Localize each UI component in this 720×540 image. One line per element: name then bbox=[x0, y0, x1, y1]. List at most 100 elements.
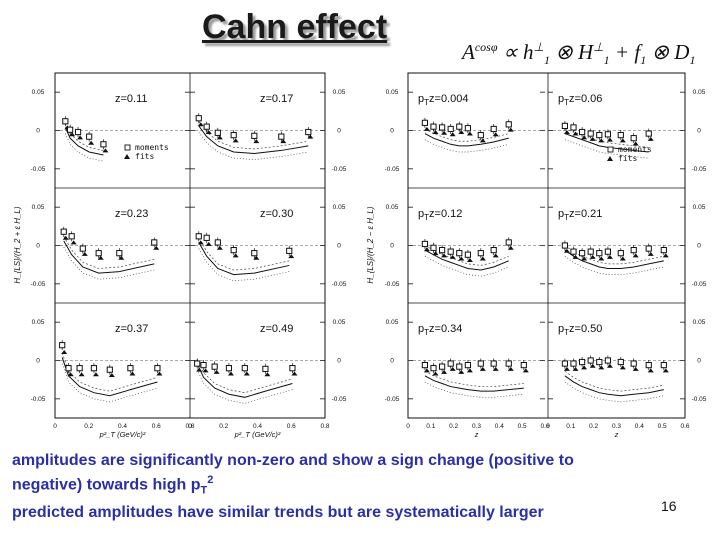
moment-point-1-1-2 bbox=[579, 128, 586, 136]
panel-label-sub-1-1: T bbox=[564, 98, 569, 107]
y-tick-label-r-1-3-0: 0.05 bbox=[693, 204, 706, 211]
y-tick-label-r-0-3-2: -0.05 bbox=[332, 281, 347, 288]
x-tick-label-1-0-0: 0 bbox=[406, 423, 410, 430]
legend-marker-0-0 bbox=[124, 144, 131, 151]
y-tick-label-0-0-1: 0 bbox=[36, 128, 40, 135]
y-tick-label-r-0-5-1: 0 bbox=[337, 358, 341, 365]
fit-point-0-2-5 bbox=[153, 245, 160, 250]
moment-point-0-2-2 bbox=[79, 245, 86, 252]
fit-point-1-3-5 bbox=[606, 254, 613, 259]
fit-point-1-4-4 bbox=[458, 369, 465, 374]
fit-point-0-4-6 bbox=[156, 371, 163, 376]
fit-point-0-4-0 bbox=[61, 350, 68, 354]
fit-point-0-2-1 bbox=[70, 240, 77, 245]
model-curve-1-5 bbox=[564, 375, 664, 397]
x-tick-label-1-0-4: 0.4 bbox=[495, 423, 504, 430]
moment-point-1-5-8 bbox=[645, 362, 652, 369]
moment-point-1-2-7 bbox=[490, 247, 497, 254]
y-tick-label-r-1-3-1: 0 bbox=[697, 243, 701, 250]
fit-point-1-0-6 bbox=[479, 138, 486, 143]
formula-otimes-2: ⊗ bbox=[646, 40, 675, 64]
panel-label-main-1-3: p bbox=[558, 208, 564, 220]
model-band-lower-1-0 bbox=[424, 139, 509, 153]
panel-label-1-0: pTz=0.004 bbox=[418, 93, 468, 107]
moment-point-1-0-6 bbox=[477, 132, 484, 139]
formula-D-sub: 1 bbox=[689, 53, 696, 68]
fit-point-1-0-8 bbox=[507, 127, 514, 132]
model-curve-1-0 bbox=[424, 133, 509, 147]
y-tick-label-r-0-3-1: 0 bbox=[337, 243, 341, 250]
x-tick-label-1-1-3: 0.3 bbox=[612, 423, 621, 430]
conclusion-line-2-sup: 2 bbox=[207, 474, 214, 486]
fit-point-1-5-1 bbox=[572, 366, 579, 371]
moment-point-1-3-8 bbox=[645, 245, 652, 252]
panel-label-0-1: z=0.17 bbox=[260, 93, 293, 105]
formula-D: D bbox=[674, 40, 690, 64]
panel-label-main-1-5: p bbox=[558, 323, 564, 335]
fit-point-0-5-1 bbox=[202, 368, 209, 373]
moment-point-1-1-5 bbox=[604, 131, 611, 138]
moment-point-0-4-4 bbox=[106, 366, 113, 373]
y-tick-label-r-1-3-2: -0.05 bbox=[692, 281, 707, 288]
model-band-upper-0-4 bbox=[61, 352, 158, 392]
y-axis-label-0: H_{LS}/(H_2 + ε H_L) bbox=[13, 206, 22, 283]
panel-label-rest-1-2: z=0.12 bbox=[429, 208, 462, 220]
panel-label-0-5: z=0.49 bbox=[260, 323, 293, 335]
fit-point-1-5-0 bbox=[563, 366, 570, 371]
model-band-upper-1-2 bbox=[424, 245, 509, 266]
model-band-lower-1-4 bbox=[424, 381, 524, 398]
fit-point-1-5-4 bbox=[598, 365, 605, 370]
moment-point-1-0-1 bbox=[430, 123, 437, 130]
model-band-upper-0-0 bbox=[65, 122, 104, 151]
legend-label-1-1: fits bbox=[618, 154, 637, 163]
moment-point-0-1-3 bbox=[230, 132, 237, 139]
moment-point-1-2-2 bbox=[439, 247, 446, 254]
moment-point-0-4-1 bbox=[65, 365, 72, 372]
moment-point-0-4-5 bbox=[127, 365, 134, 372]
x-axis-label-1-1: z bbox=[614, 430, 619, 439]
panel-label-rest-1-3: z=0.21 bbox=[569, 208, 602, 220]
y-tick-label-r-1-1-0: 0.05 bbox=[693, 89, 706, 96]
x-tick-label-0-0-1: 0.2 bbox=[84, 423, 93, 430]
fit-point-1-3-8 bbox=[647, 251, 654, 256]
fit-point-1-4-8 bbox=[507, 366, 514, 371]
conclusion-line-2: negative) towards high pT2 bbox=[12, 474, 213, 497]
moment-point-1-1-7 bbox=[630, 135, 637, 142]
moment-point-0-5-4 bbox=[241, 365, 248, 372]
model-band-upper-1-4 bbox=[424, 370, 524, 387]
panel-label-1-1: pTz=0.06 bbox=[558, 93, 602, 107]
x-tick-label-0-0-0: 0 bbox=[53, 423, 57, 430]
fit-point-0-0-3 bbox=[88, 140, 95, 145]
moment-point-1-0-7 bbox=[490, 125, 497, 133]
formula-propto: ∝ bbox=[497, 40, 523, 64]
y-tick-label-1-4-1: 0 bbox=[390, 358, 394, 365]
fit-point-1-1-4 bbox=[598, 138, 605, 143]
fit-point-1-1-3 bbox=[589, 136, 596, 141]
model-band-upper-0-2 bbox=[63, 236, 155, 269]
y-tick-label-1-2-0: 0.05 bbox=[386, 204, 399, 211]
fit-point-0-1-4 bbox=[253, 139, 260, 144]
fit-point-0-4-2 bbox=[78, 372, 85, 377]
formula-f-sub: 1 bbox=[640, 53, 647, 68]
moment-point-1-3-5 bbox=[604, 248, 611, 255]
y-tick-label-r-0-3-0: 0.05 bbox=[333, 204, 346, 211]
moment-point-1-1-6 bbox=[617, 132, 624, 139]
moment-point-0-4-3 bbox=[90, 365, 98, 372]
x-axis-label-1-0: z bbox=[474, 430, 479, 439]
x-tick-label-1-0-5: 0.5 bbox=[518, 423, 527, 430]
moment-point-0-0-1 bbox=[67, 126, 74, 133]
fit-point-1-3-7 bbox=[632, 253, 639, 258]
fit-point-1-4-6 bbox=[479, 366, 486, 371]
panel-label-1-4: pTz=0.34 bbox=[418, 323, 462, 337]
moment-point-0-1-5 bbox=[278, 133, 285, 140]
fit-point-1-4-3 bbox=[449, 366, 456, 371]
y-tick-label-1-0-2: -0.05 bbox=[385, 166, 400, 173]
fit-point-1-1-1 bbox=[572, 131, 579, 136]
fit-point-1-3-3 bbox=[589, 254, 596, 259]
x-tick-label-0-1-0: 0 bbox=[188, 423, 192, 430]
moment-point-0-2-0 bbox=[60, 228, 67, 235]
fit-point-1-2-1 bbox=[432, 251, 439, 256]
moment-point-1-0-5 bbox=[464, 125, 471, 132]
fit-point-1-4-0 bbox=[423, 368, 430, 373]
fit-point-0-4-5 bbox=[129, 371, 136, 376]
